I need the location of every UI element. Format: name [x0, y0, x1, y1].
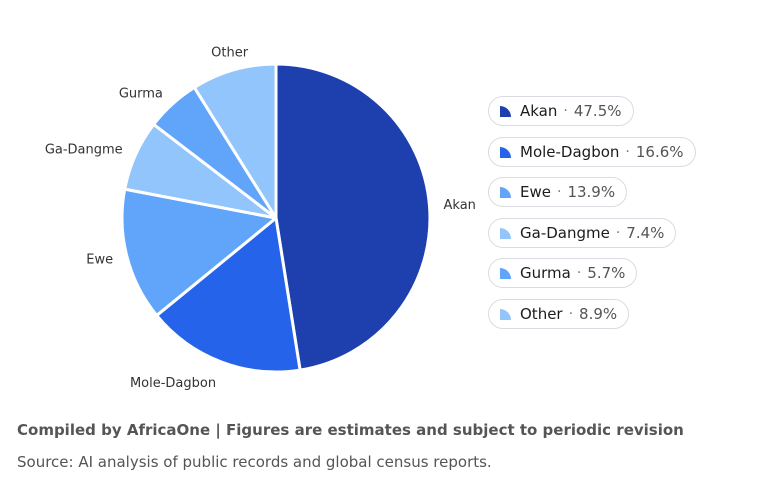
- legend-swatch-icon: [500, 187, 511, 199]
- footer-credit: Compiled by AfricaOne | Figures are esti…: [17, 421, 684, 439]
- legend-separator: ·: [568, 305, 574, 322]
- pie-slice-other: [192, 62, 278, 220]
- legend-item-mole-dagbon: Mole-Dagbon · 16.6%: [488, 136, 696, 167]
- legend-separator: ·: [625, 143, 630, 160]
- legend-separator: ·: [563, 103, 568, 119]
- legend-value: 7.4%: [626, 223, 665, 242]
- legend-label: Ga-Dangme: [520, 223, 610, 242]
- legend-item-ga-dangme: Ga-Dangme · 7.4%: [488, 217, 677, 248]
- legend-item-akan: Akan · 47.5%: [488, 96, 634, 126]
- pie-slices: [120, 62, 432, 374]
- pie-slice-labels: Akan Mole-Dagbon Ewe Ga-Dangme Gurma Other: [45, 46, 476, 392]
- legend-value: 5.7%: [587, 264, 626, 283]
- pie-slice-akan: [274, 62, 432, 372]
- footer-source: Source: AI analysis of public records an…: [17, 453, 492, 471]
- legend-swatch-icon: [500, 146, 511, 158]
- legend-item-other: Other · 8.9%: [488, 298, 630, 329]
- slice-label-mole-dagbon: Mole-Dagbon: [130, 376, 216, 391]
- legend-separator: ·: [576, 265, 582, 282]
- legend-swatch-icon: [500, 308, 511, 320]
- pie-slice-ewe: [120, 187, 278, 317]
- legend-swatch-icon: [500, 106, 511, 117]
- legend-swatch-icon: [500, 227, 511, 239]
- legend-separator: ·: [615, 224, 621, 241]
- slice-label-ga-dangme: Ga-Dangme: [45, 142, 123, 157]
- legend-value: 8.9%: [579, 304, 618, 323]
- legend-value: 13.9%: [567, 183, 616, 202]
- legend-label: Mole-Dagbon: [520, 142, 620, 161]
- pie-chart: Akan Mole-Dagbon Ewe Ga-Dangme Gurma Other: [45, 46, 476, 392]
- legend-item-gurma: Gurma · 5.7%: [488, 258, 638, 289]
- chart-footer: Compiled by AfricaOne | Figures are esti…: [17, 418, 777, 474]
- legend-swatch-icon: [500, 268, 511, 280]
- legend-value: 47.5%: [573, 102, 622, 120]
- legend-label: Akan: [520, 102, 558, 120]
- slice-label-akan: Akan: [444, 198, 476, 213]
- pie-slice-mole-dagbon: [155, 216, 302, 374]
- legend-value: 16.6%: [635, 142, 684, 161]
- legend-label: Other: [520, 304, 563, 323]
- legend-item-ewe: Ewe · 13.9%: [488, 177, 628, 208]
- slice-label-ewe: Ewe: [86, 252, 113, 267]
- slice-label-gurma: Gurma: [119, 87, 163, 102]
- chart-legend: Akan · 47.5% Mole-Dagbon · 16.6% Ewe · 13.9% Ga-D…: [488, 96, 696, 340]
- slice-label-other: Other: [211, 46, 249, 61]
- legend-separator: ·: [556, 184, 562, 201]
- legend-label: Gurma: [520, 264, 571, 283]
- legend-label: Ewe: [520, 183, 551, 202]
